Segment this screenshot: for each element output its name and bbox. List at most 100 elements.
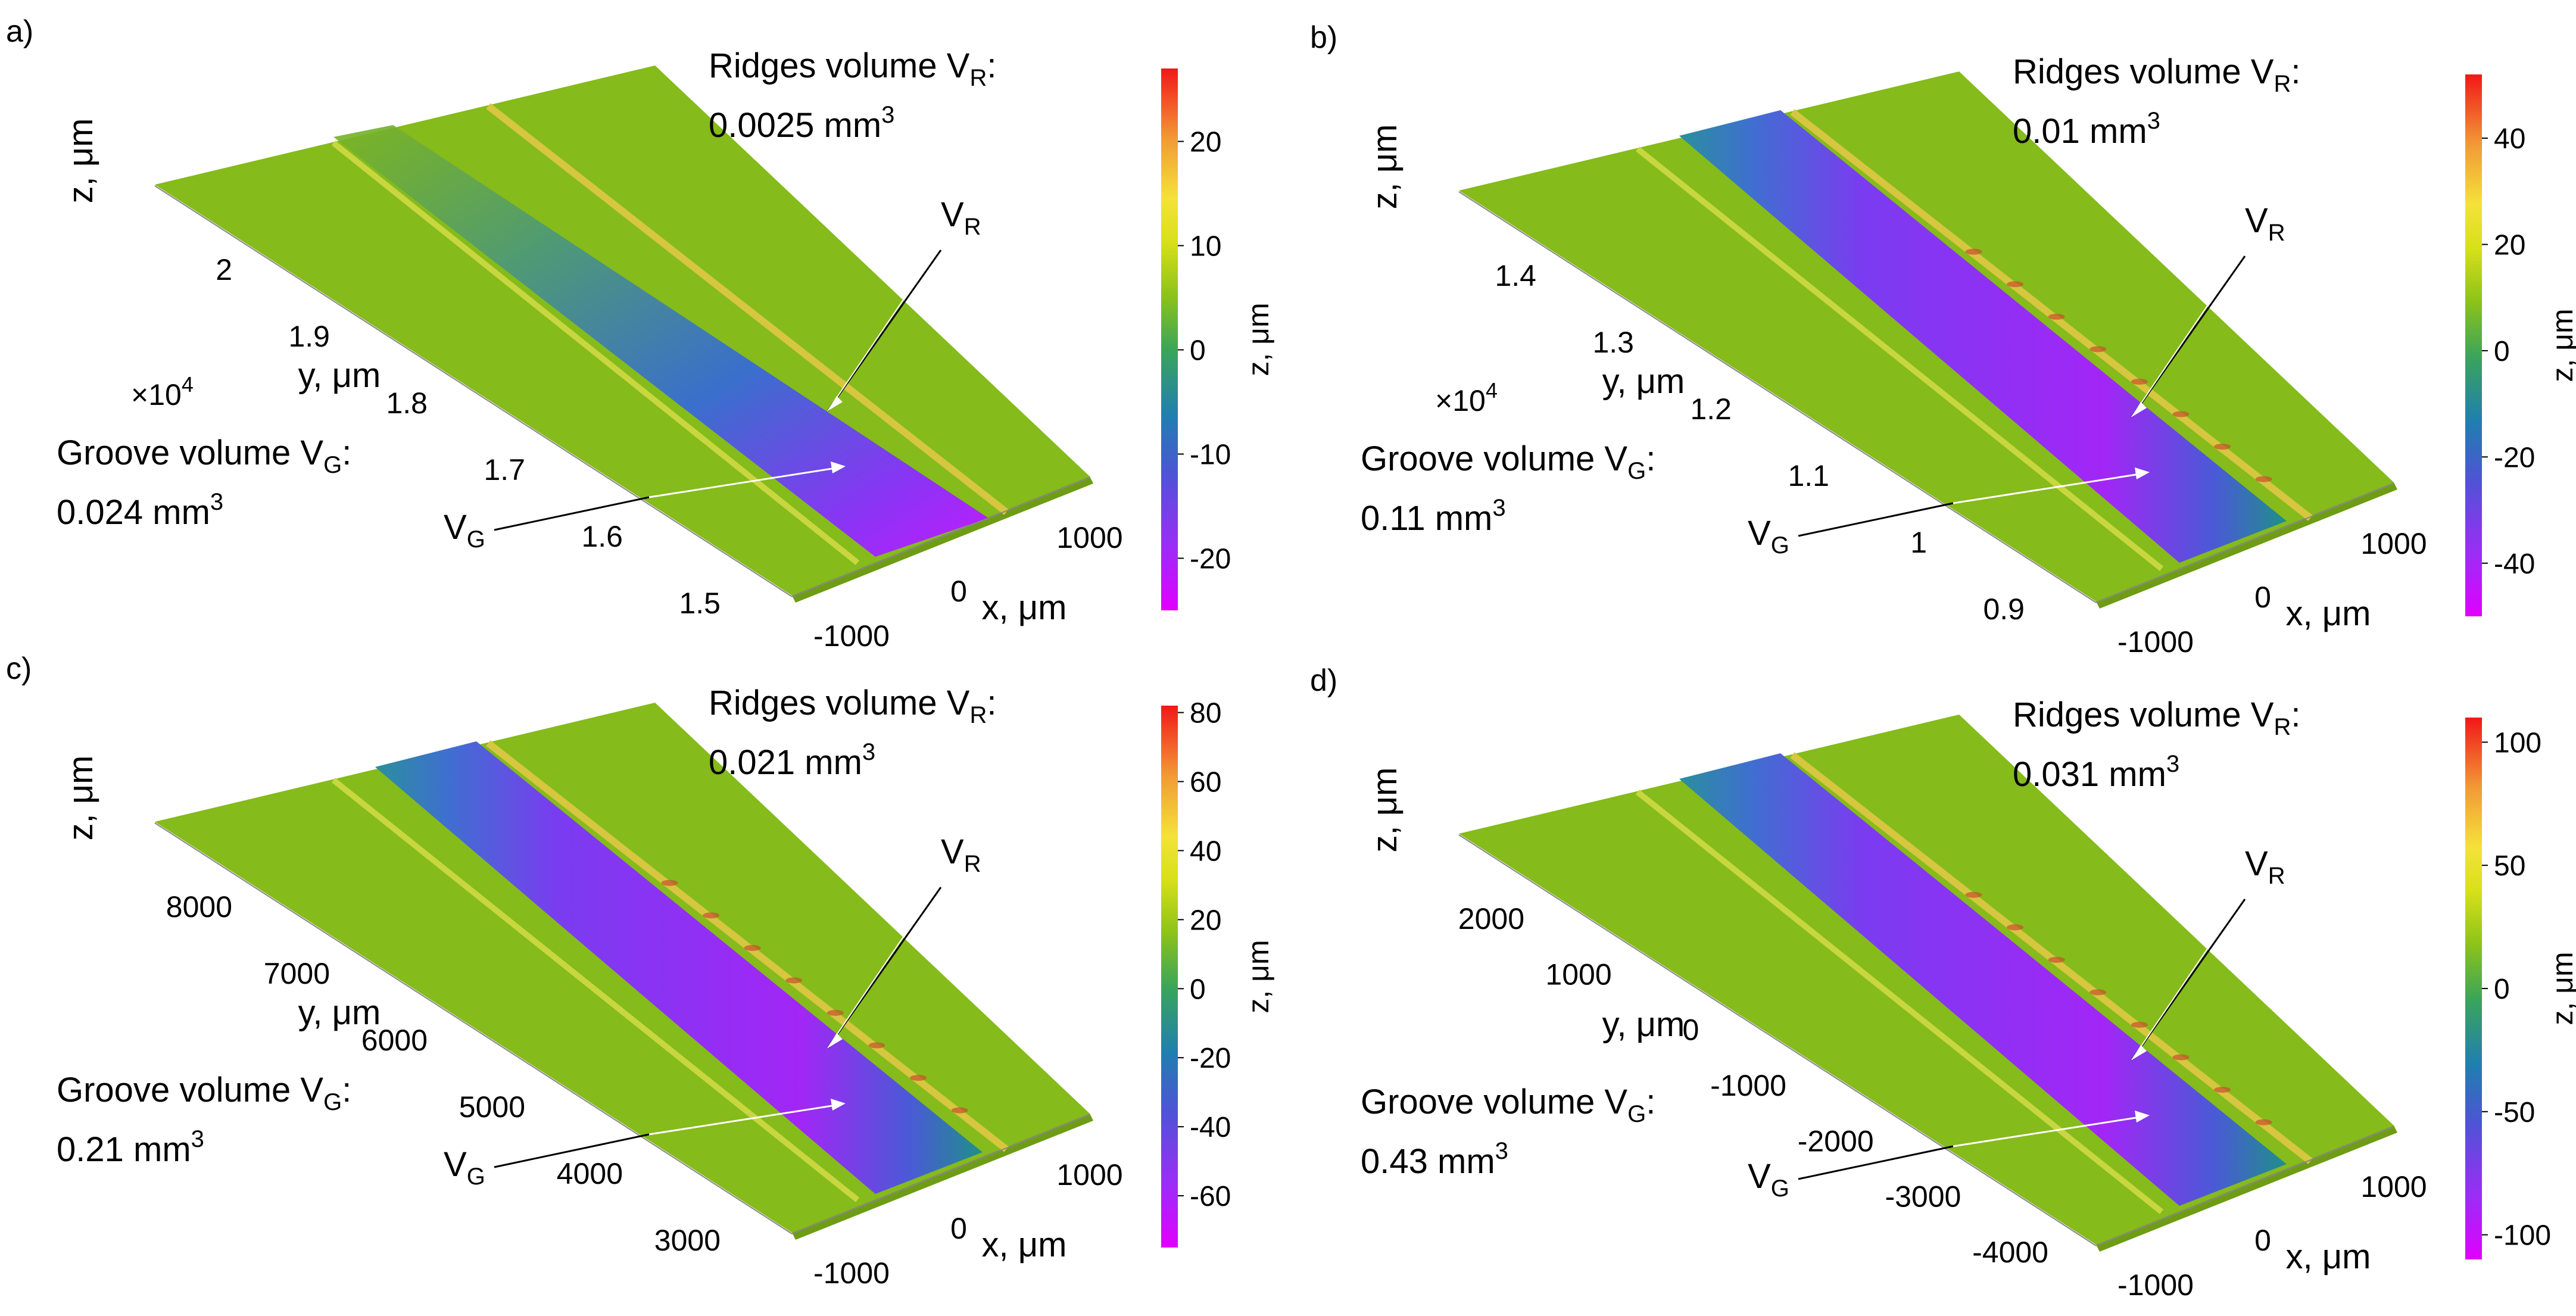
x-axis-label: x, μm — [982, 1225, 1067, 1264]
callout-vg: VG — [1748, 514, 1789, 559]
callout-vr-arrow — [828, 396, 843, 411]
colorbar-tick-label: -60 — [1190, 1181, 1231, 1212]
y-tick-label: 7000 — [264, 957, 330, 990]
x-tick-label: 1000 — [2360, 527, 2427, 560]
ridges-volume-value: 0.021 mm3 — [709, 739, 875, 782]
colorbar-label: z, μm — [2546, 308, 2576, 382]
y-tick-label: 2000 — [1458, 902, 1524, 935]
ridge-peak — [827, 1009, 844, 1016]
ridge-peak — [910, 1075, 927, 1081]
ridge-peak — [2214, 1087, 2231, 1093]
y-tick-label: 4000 — [557, 1157, 623, 1190]
z-axis-label: z, μm — [61, 756, 100, 841]
x-axis-label: x, μm — [2286, 594, 2371, 633]
groove-band — [1679, 110, 2287, 563]
y-tick-label: 1.1 — [1788, 459, 1829, 492]
groove-volume-label: Groove volume VG: — [1361, 1083, 1655, 1127]
surface-edge — [2096, 1125, 2397, 1252]
colorbar-tick-label: -20 — [2494, 442, 2535, 473]
ridge-peak — [744, 944, 761, 951]
groove-volume-value: 0.21 mm3 — [57, 1126, 204, 1169]
ridge-peak — [951, 1107, 968, 1114]
callout-vr-line-white — [827, 261, 930, 411]
colorbar-tick-label: -20 — [1190, 1043, 1231, 1074]
y-tick-label: 1 — [1910, 526, 1927, 559]
y-tick-label: -4000 — [1972, 1236, 2048, 1269]
groove-volume-value: 0.43 mm3 — [1361, 1138, 1508, 1181]
ridges-volume-value: 0.031 mm3 — [2013, 751, 2179, 794]
x-axis-line — [2095, 1126, 2394, 1246]
ridge-peak — [2214, 444, 2231, 450]
ridge-peak — [1965, 248, 1982, 255]
callout-vg-line-white — [1953, 1115, 2144, 1147]
y-axis-line — [154, 185, 793, 597]
callout-vg-arrow — [831, 461, 846, 473]
y-axis-label: y, μm — [298, 993, 381, 1032]
colorbar-tick-label: 0 — [2494, 336, 2510, 367]
y-tick-label: 1000 — [1545, 958, 1611, 991]
callout-vg: VG — [444, 1145, 485, 1190]
ridge-peak — [2131, 1021, 2148, 1028]
ridges-volume-value: 0.01 mm3 — [2013, 108, 2160, 151]
callout-vr-line-white — [2131, 267, 2234, 417]
ridges-volume-label: Ridges volume VR: — [2013, 696, 2300, 740]
colorbar-label: z, μm — [1242, 940, 1275, 1013]
y-tick-label: 6000 — [361, 1024, 428, 1057]
ridge-left — [1635, 790, 2164, 1214]
colorbar — [1161, 706, 1178, 1248]
y-exponent: ×104 — [1435, 378, 1498, 417]
groove-volume-label: Groove volume VG: — [1361, 439, 1655, 484]
x-tick-label: 0 — [950, 575, 967, 608]
callout-vg-line — [1798, 1145, 1954, 1180]
groove-volume-label: Groove volume VG: — [57, 1071, 351, 1115]
callout-vg: VG — [444, 508, 485, 553]
ridge-peak — [703, 912, 720, 919]
callout-vr-line-white — [827, 899, 930, 1049]
ridge-left — [1635, 146, 2164, 571]
panel-letter: a) — [6, 14, 33, 49]
colorbar-tick-label: 50 — [2494, 850, 2525, 882]
callout-vr-arrow — [2132, 402, 2147, 417]
colorbar-label: z, μm — [2546, 952, 2576, 1025]
colorbar-tick-label: -20 — [1190, 544, 1231, 575]
callout-vr-arrow — [2132, 1045, 2147, 1060]
ridges-volume-value: 0.0025 mm3 — [709, 102, 894, 145]
ridge-peak — [2172, 411, 2190, 417]
groove-volume-label: Groove volume VG: — [57, 434, 351, 478]
x-axis-line — [791, 477, 1090, 597]
colorbar-label: z, μm — [1242, 303, 1275, 376]
z-axis-label: z, μm — [1365, 124, 1404, 210]
callout-vr: VR — [2245, 201, 2285, 246]
colorbar-tick-label: 20 — [1190, 127, 1221, 158]
y-tick-label: -1000 — [1710, 1069, 1786, 1102]
groove-volume-value: 0.11 mm3 — [1361, 495, 1506, 538]
ridge-left — [331, 141, 860, 565]
colorbar-tick-label: -10 — [1190, 439, 1231, 471]
y-tick-label: 1.2 — [1690, 392, 1732, 426]
x-tick-label: 0 — [950, 1212, 967, 1245]
callout-vg-line-white — [648, 1103, 840, 1136]
ridge-left — [331, 778, 860, 1202]
colorbar — [2465, 718, 2482, 1259]
y-axis-line — [1458, 834, 2097, 1246]
ridge-peak — [2048, 956, 2065, 963]
callout-vg: VG — [1748, 1157, 1789, 1202]
ridge-peak — [2048, 313, 2065, 320]
ridge-peak — [2172, 1054, 2190, 1061]
y-tick-label: 1.5 — [679, 587, 721, 620]
y-tick-label: 8000 — [166, 890, 232, 924]
colorbar-tick-label: 40 — [2494, 123, 2525, 155]
callout-vr: VR — [941, 195, 981, 240]
panel-1: a) z, μm 2 1.9 1.8 1.7 1.6 1.5 y, μm ×104 -1000 0 10… — [6, 14, 1275, 653]
groove-band — [333, 125, 988, 557]
x-axis-label: x, μm — [982, 588, 1067, 627]
y-tick-label: 2 — [216, 253, 232, 286]
y-tick-label: 1.6 — [581, 520, 623, 553]
surface-edge — [792, 476, 1093, 603]
colorbar-tick-label: -100 — [2494, 1220, 2551, 1252]
y-tick-label: 1.9 — [288, 320, 330, 353]
x-tick-label: 1000 — [1056, 1158, 1122, 1192]
surface-edge — [792, 1114, 1093, 1240]
